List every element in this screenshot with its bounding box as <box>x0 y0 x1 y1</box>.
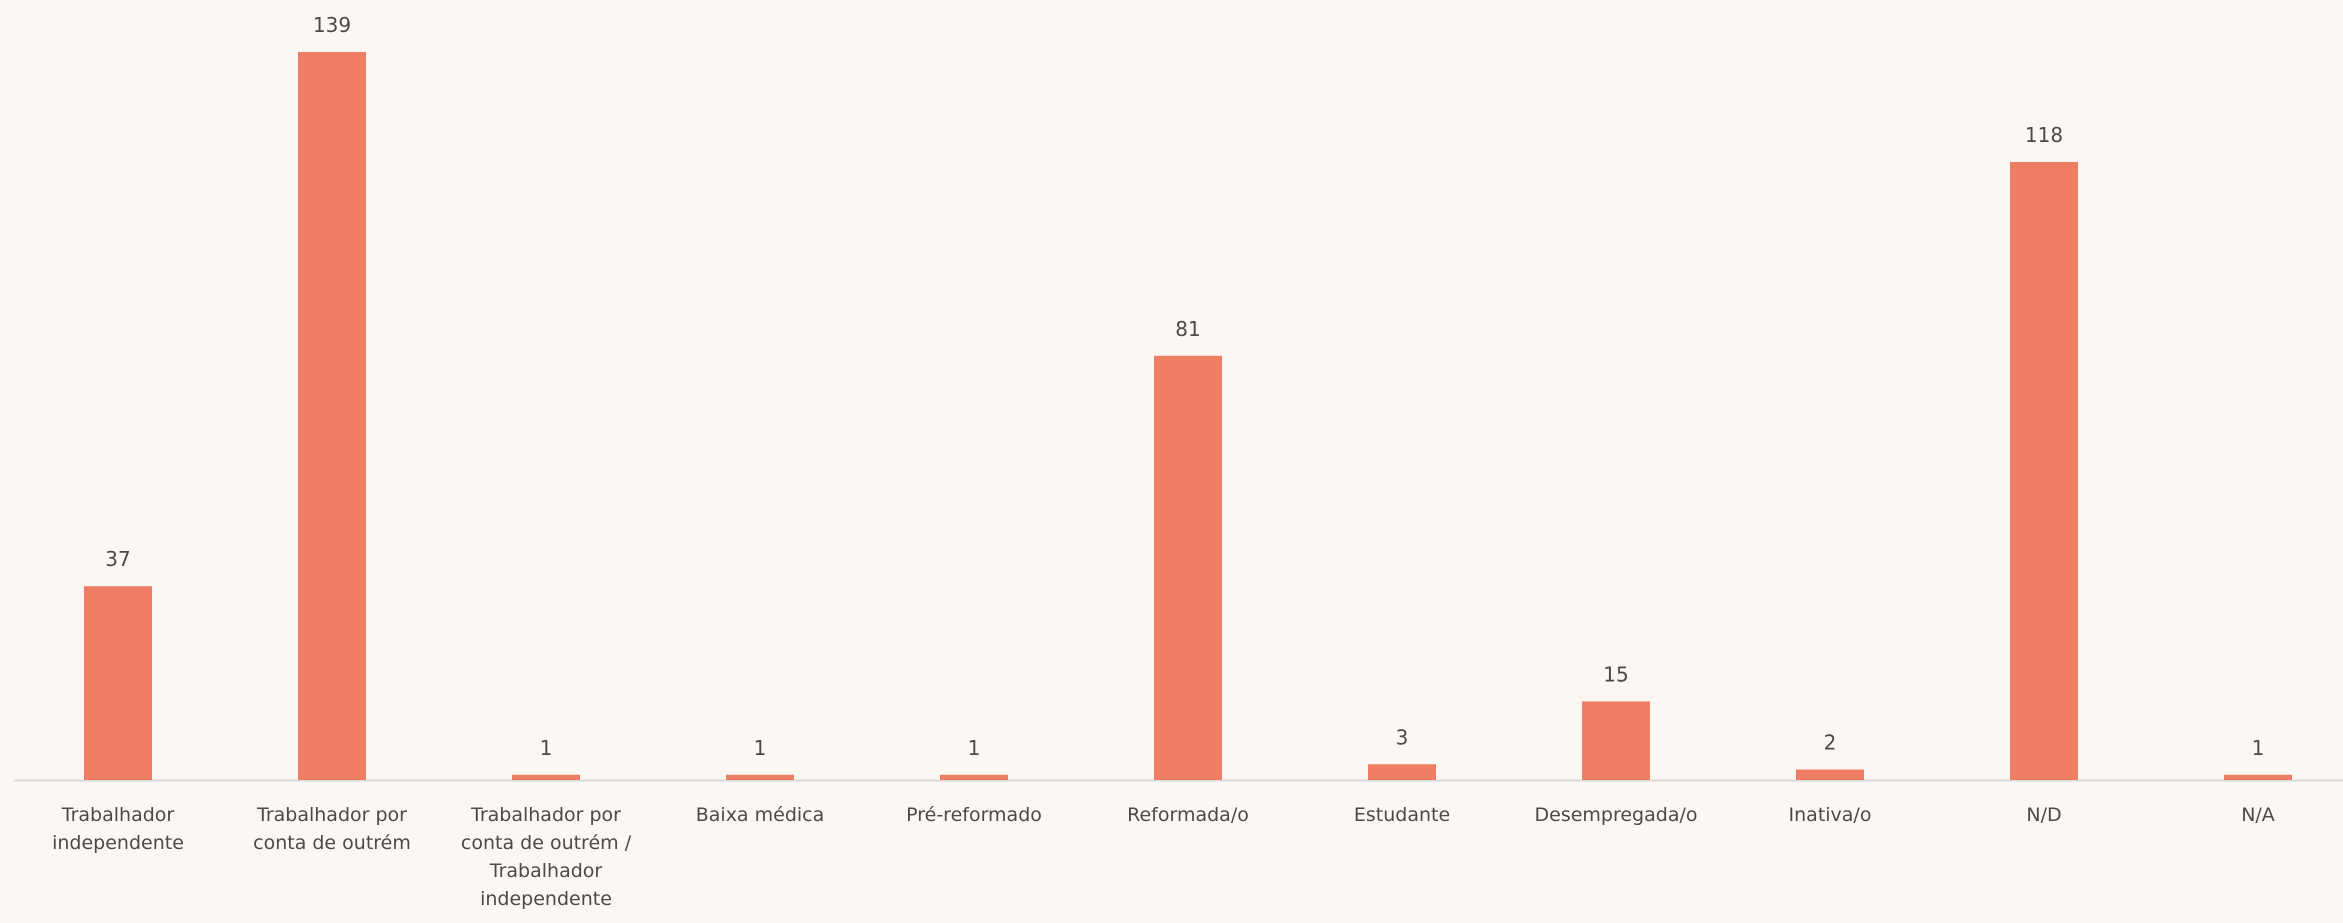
value-label-4: 1 <box>968 736 981 760</box>
bar-7 <box>1582 701 1650 780</box>
tick-label-4: Pré-reformado <box>906 804 1042 826</box>
tick-label-1: Trabalhador por conta de outrém <box>253 804 411 854</box>
bar-4 <box>940 774 1008 780</box>
tick-label-line: Estudante <box>1354 804 1450 826</box>
tick-label-line: Inativa/o <box>1789 804 1872 826</box>
tick-label-9: N/D <box>2026 804 2061 826</box>
tick-label-2: Trabalhador por conta de outrém / Trabalha… <box>461 804 632 910</box>
value-label-3: 1 <box>754 736 767 760</box>
tick-label-8: Inativa/o <box>1789 804 1872 826</box>
value-label-10: 1 <box>2252 736 2265 760</box>
tick-label-line: N/A <box>2241 804 2275 826</box>
tick-label-line: conta de outrém / <box>461 832 632 854</box>
tick-label-line: Pré-reformado <box>906 804 1042 826</box>
value-label-8: 2 <box>1824 731 1837 755</box>
bar-8 <box>1796 769 1864 780</box>
tick-label-line: Trabalhador por <box>256 804 407 826</box>
bar-3 <box>726 774 794 780</box>
value-label-7: 15 <box>1603 662 1628 686</box>
tick-label-line: Baixa médica <box>696 804 825 826</box>
value-label-2: 1 <box>540 736 553 760</box>
bar-2 <box>512 774 580 780</box>
tick-label-line: Trabalhador <box>61 804 175 826</box>
tick-label-line: N/D <box>2026 804 2061 826</box>
value-label-9: 118 <box>2025 123 2063 147</box>
bar-1 <box>298 52 366 780</box>
bar-9 <box>2010 161 2078 781</box>
tick-label-line: independente <box>480 888 612 910</box>
value-label-1: 139 <box>313 13 351 37</box>
tick-label-10: N/A <box>2241 804 2275 826</box>
tick-label-5: Reformada/o <box>1127 804 1249 826</box>
tick-label-3: Baixa médica <box>696 804 825 826</box>
tick-label-line: Reformada/o <box>1127 804 1249 826</box>
tick-label-line: independente <box>52 832 184 854</box>
tick-label-6: Estudante <box>1354 804 1450 826</box>
bar-5 <box>1154 355 1222 780</box>
tick-label-line: Trabalhador por <box>470 804 621 826</box>
bar-0 <box>84 586 152 780</box>
tick-label-line: conta de outrém <box>253 832 411 854</box>
tick-label-7: Desempregada/o <box>1535 804 1698 826</box>
tick-label-0: Trabalhador independente <box>52 804 184 854</box>
bar-10 <box>2224 774 2292 780</box>
bar-6 <box>1368 764 1436 780</box>
value-label-5: 81 <box>1175 317 1200 341</box>
tick-label-line: Trabalhador <box>489 860 603 882</box>
value-label-0: 37 <box>105 547 130 571</box>
tick-label-line: Desempregada/o <box>1535 804 1698 826</box>
value-label-6: 3 <box>1396 725 1409 749</box>
